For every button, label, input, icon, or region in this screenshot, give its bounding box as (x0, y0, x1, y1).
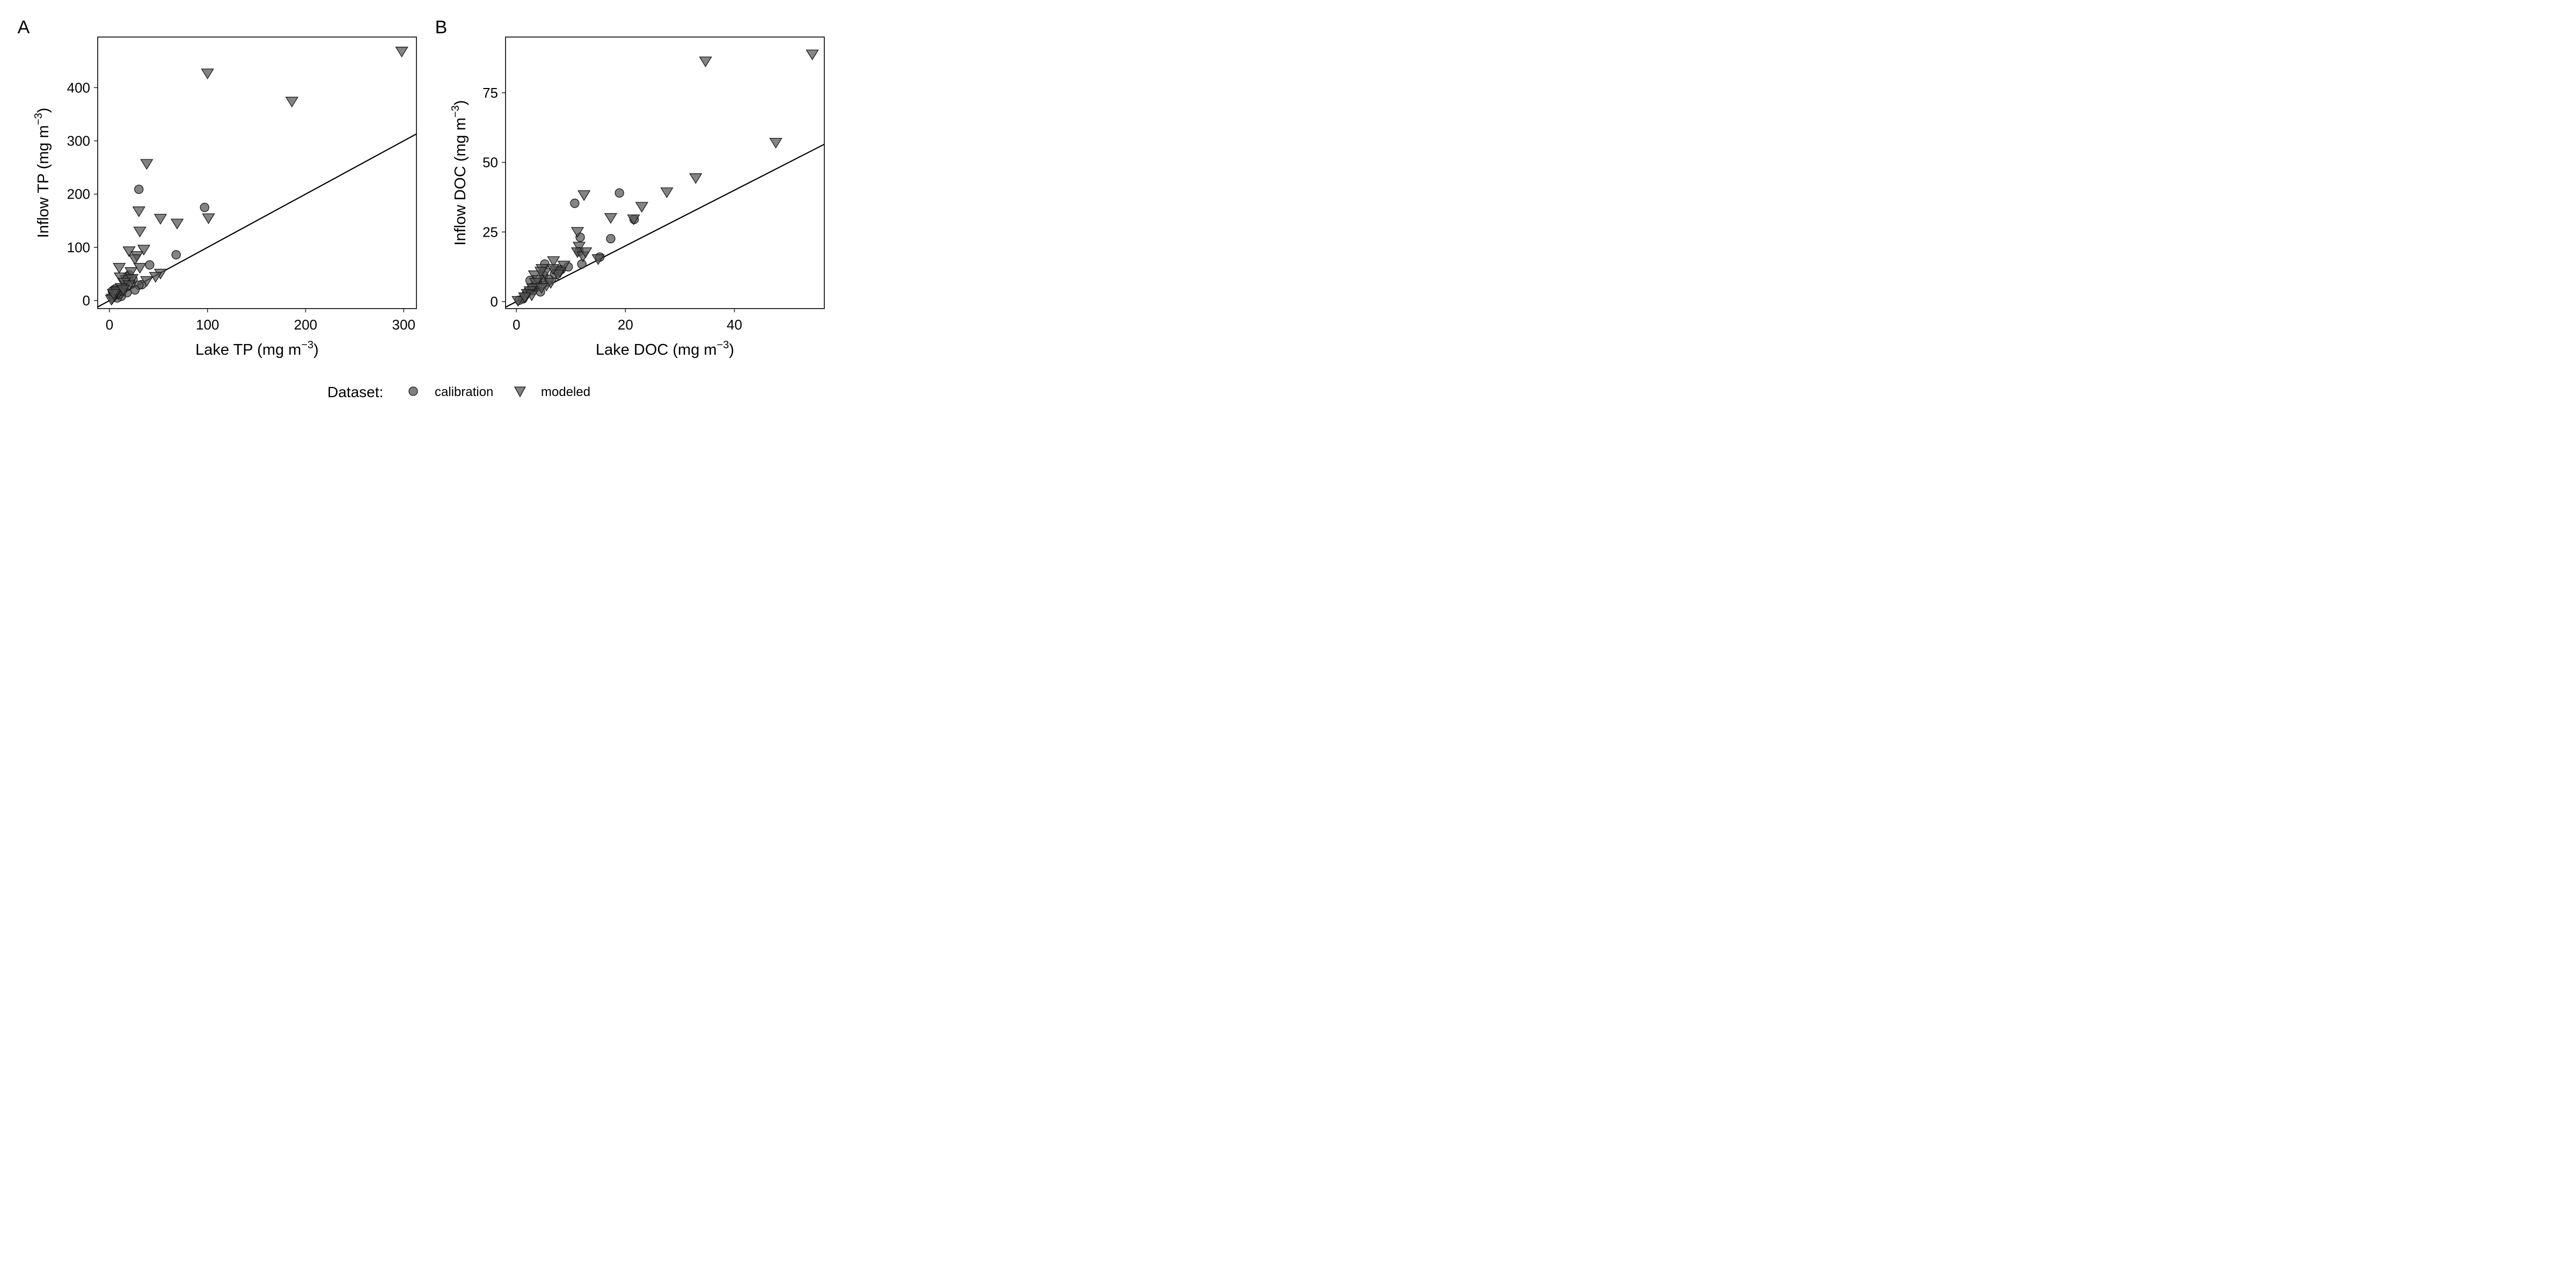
panel-b-y-tick-label: 0 (491, 294, 498, 310)
panel-a-modeled-point (133, 226, 147, 238)
panel-a-modeled-point (170, 218, 184, 230)
panel-a-points (105, 47, 408, 306)
panel-a-calibration-point (134, 185, 144, 194)
panel-b-modeled-point (660, 187, 674, 199)
panel-b-modeled-point (577, 190, 591, 201)
panel-b-points (511, 49, 819, 307)
panel-b-y-axis-title: Inflow DOC (mg m−3) (450, 100, 469, 246)
panel-a-modeled-point (113, 262, 126, 274)
panel-b-modeled-point (699, 56, 712, 68)
panel-b-modeled-point (518, 292, 531, 303)
panel-a-modeled-point (116, 284, 130, 296)
panel-a-y-tick-label: 100 (67, 239, 90, 255)
panel-b-y-tick-label: 25 (482, 224, 498, 240)
legend-label-calibration: calibration (435, 385, 493, 399)
panel-b-modeled-point (570, 227, 584, 238)
panel-a-y-axis-title: Inflow TP (mg m−3) (33, 108, 52, 238)
panel-b-calibration-point (614, 188, 624, 198)
panel-a-modeled-point (201, 68, 214, 79)
legend-circle-marker (408, 386, 418, 396)
panel-b-x-tick-label: 0 (513, 317, 520, 333)
panel-a-x-tick-label: 200 (294, 317, 317, 333)
panel-b-x-tick-label: 40 (727, 317, 742, 333)
panel-b: B 0 20 40 0 25 50 75 Lake DOC (mg m−3) Inflow … (435, 17, 825, 358)
panel-b-modeled-point (547, 256, 560, 267)
panel-a-modeled-point (395, 47, 408, 58)
panel-b-modeled-point (591, 254, 605, 265)
panel-a-y-tick-label: 200 (67, 186, 90, 202)
panel-a: A 0 100 200 300 0 100 200 300 400 Lake TP (mg m−… (18, 17, 417, 358)
panel-b-calibration-point (577, 259, 587, 269)
panel-a-modeled-point (153, 214, 167, 225)
panel-a-one-to-one-line (98, 133, 416, 308)
panel-b-y-tick-label: 50 (482, 155, 498, 171)
panel-a-modeled-point (128, 254, 142, 265)
panel-a-modeled-point (124, 267, 138, 278)
legend-title: Dataset: (327, 384, 383, 400)
panel-a-ticks: 0 100 200 300 0 100 200 300 400 (67, 79, 415, 333)
panel-b-modeled-point (511, 296, 525, 307)
panel-a-modeled-point (137, 245, 151, 256)
panel-b-modeled-point (769, 138, 782, 149)
panel-b-modeled-point (572, 241, 586, 253)
legend-label-modeled: modeled (541, 385, 590, 399)
panel-b-modeled-point (627, 214, 640, 225)
panel-a-modeled-point (202, 213, 215, 224)
panel-b-modeled-point (635, 202, 649, 213)
panel-b-reference-line (506, 143, 824, 308)
panel-b-modeled-point (551, 269, 565, 281)
panel-a-modeled-point (140, 276, 153, 287)
legend: Dataset: calibration modeled (327, 384, 590, 400)
panel-a-y-tick-label: 400 (67, 79, 90, 96)
panel-b-frame (505, 36, 825, 309)
panel-a-calibration-point (200, 202, 209, 213)
panel-a-y-tick-label: 0 (83, 292, 90, 309)
panel-b-x-axis-title: Lake DOC (mg m−3) (596, 339, 734, 358)
panel-b-modeled-point (535, 283, 548, 294)
panel-b-modeled-point (579, 247, 592, 258)
panel-a-calibration-point (145, 260, 155, 270)
panel-a-x-tick-label: 100 (196, 317, 219, 333)
panel-a-calibration-point (171, 250, 181, 260)
panel-b-y-tick-label: 75 (482, 85, 498, 101)
panel-b-modeled-point (604, 213, 618, 224)
panel-a-modeled-point (132, 206, 145, 217)
legend-triangle-marker (514, 386, 526, 398)
panel-b-modeled-point (534, 267, 548, 278)
panel-b-modeled-point (689, 173, 702, 184)
panel-a-modeled-point (107, 289, 120, 300)
panel-b-modeled-point (806, 49, 819, 61)
panel-a-tag: A (18, 17, 30, 38)
panel-a-modeled-point (113, 272, 127, 283)
panel-b-ticks: 0 20 40 0 25 50 75 (482, 85, 742, 333)
panel-a-x-axis-title: Lake TP (mg m−3) (195, 339, 319, 358)
panel-a-reference-line (98, 133, 416, 308)
panel-b-one-to-one-line (506, 143, 824, 308)
panel-b-x-tick-label: 20 (618, 317, 633, 333)
panel-a-x-tick-label: 0 (106, 317, 113, 333)
panel-a-y-tick-label: 300 (67, 133, 90, 149)
panel-a-modeled-point (285, 97, 299, 108)
panel-b-calibration-point (570, 199, 580, 208)
figure: A 0 100 200 300 0 100 200 300 400 Lake TP (mg m−… (0, 0, 833, 416)
panel-b-calibration-point (606, 234, 616, 244)
panel-a-modeled-point (140, 159, 153, 170)
panel-a-x-tick-label: 300 (392, 317, 415, 333)
panel-b-tag: B (435, 17, 448, 38)
panel-a-frame (97, 36, 417, 309)
